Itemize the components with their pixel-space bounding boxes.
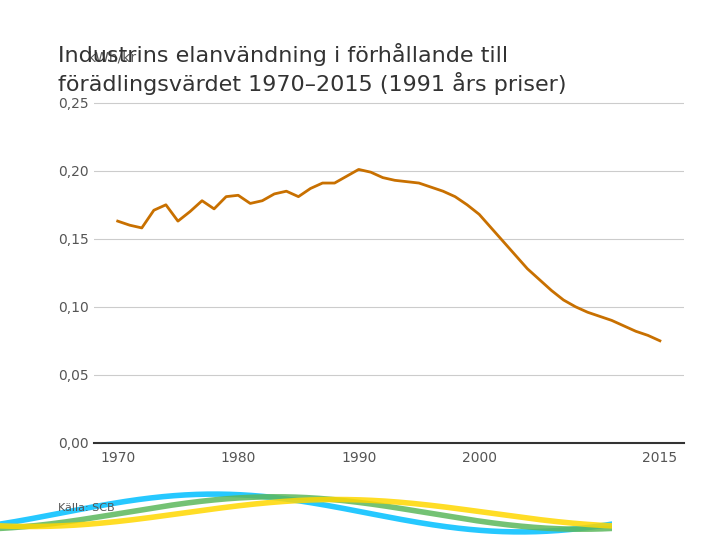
- Text: kWh/kr: kWh/kr: [88, 51, 137, 65]
- Text: Industrins elanvändning i förhållande till
förädlingsvärdet 1970–2015 (1991 års : Industrins elanvändning i förhållande ti…: [58, 43, 566, 95]
- Text: Källa: SCB: Källa: SCB: [58, 503, 114, 513]
